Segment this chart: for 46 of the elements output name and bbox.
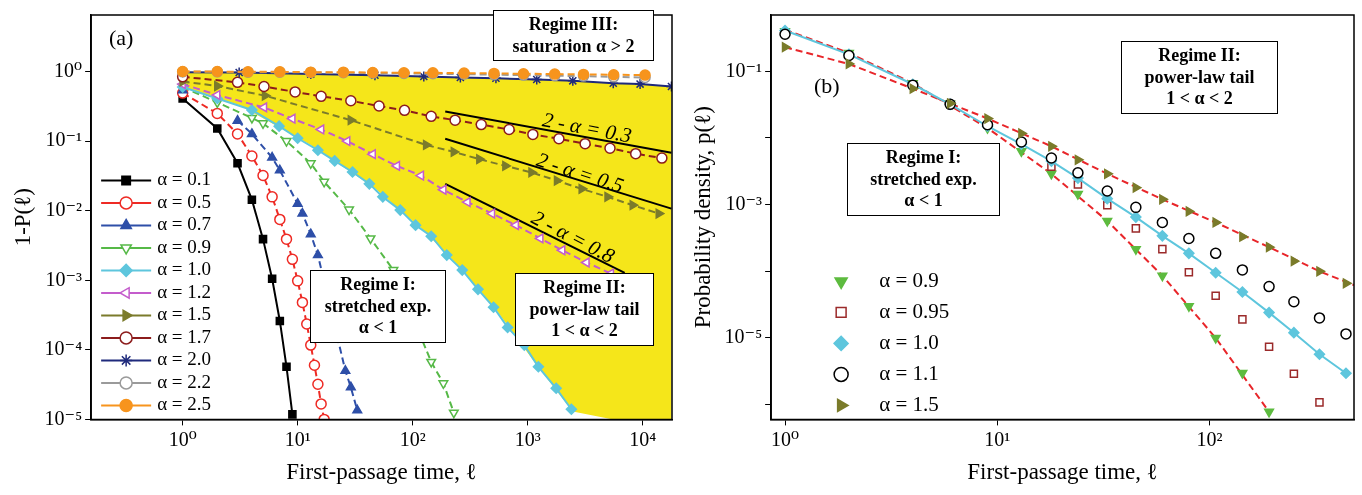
y-tick-label: 10⁻⁴: [44, 337, 83, 360]
y-axis-title: Probability density, p(ℓ): [689, 106, 715, 329]
y-tick-label: 10⁰: [54, 58, 83, 81]
annotation: Regime III: saturation α > 2: [493, 10, 654, 62]
legend-label: α = 1.0: [157, 258, 212, 280]
x-tick-label: 10²: [399, 427, 426, 450]
legend-label: α = 0.7: [157, 213, 212, 235]
legend-label: α = 1.2: [157, 280, 212, 302]
y-tick-label: 10⁻¹: [45, 128, 83, 151]
legend-label: α = 0.9: [879, 267, 939, 292]
legend-label: α = 0.1: [157, 168, 212, 190]
annotation: Regime I: stretched exp. α < 1: [310, 270, 446, 343]
x-axis-title: First-passage time, ℓ: [967, 459, 1158, 485]
legend-label: α = 1.0: [879, 329, 939, 354]
annotation: 2 - α = 0.8: [527, 205, 619, 268]
y-tick-label: 10⁻³: [45, 267, 83, 290]
x-tick-label: 10⁰: [771, 427, 800, 450]
annotation: (b): [813, 72, 841, 100]
y-tick-label: 10⁻²: [45, 197, 83, 220]
legend-label: α = 2.2: [157, 370, 212, 392]
annotation: Regime II: power-law tail 1 < α < 2: [1121, 41, 1278, 114]
x-tick-label: 10¹: [984, 427, 1011, 450]
annotation: 2 - α = 0.3: [540, 107, 634, 148]
legend-label: α = 0.95: [879, 298, 950, 323]
y-axis-title: 1-P(ℓ): [9, 188, 35, 247]
x-tick-label: 10²: [1196, 427, 1223, 450]
legend-label: α = 1.5: [157, 303, 212, 325]
x-tick-label: 10¹: [284, 427, 311, 450]
legend-label: α = 1.1: [879, 360, 939, 385]
x-axis-title: First-passage time, ℓ: [286, 459, 477, 485]
x-tick-label: 10³: [514, 427, 541, 450]
annotation: 2 - α = 0.5: [533, 147, 627, 198]
legend-label: α = 0.5: [157, 190, 212, 212]
x-tick-label: 10⁰: [168, 427, 197, 450]
legend-label: α = 1.5: [879, 391, 939, 416]
legend-label: α = 2.0: [157, 348, 212, 370]
legend-label: α = 2.5: [157, 393, 212, 415]
x-tick-label: 10⁴: [629, 427, 657, 450]
annotation: (a): [108, 24, 135, 52]
annotation: Regime I: stretched exp. α < 1: [847, 143, 1000, 216]
legend-label: α = 0.9: [157, 235, 212, 257]
y-tick-label: 10⁻³: [725, 191, 763, 214]
legend-label: α = 1.7: [157, 325, 212, 347]
y-tick-label: 10⁻⁵: [724, 325, 763, 348]
y-tick-label: 10⁻¹: [725, 58, 763, 81]
y-tick-label: 10⁻⁵: [44, 406, 83, 429]
